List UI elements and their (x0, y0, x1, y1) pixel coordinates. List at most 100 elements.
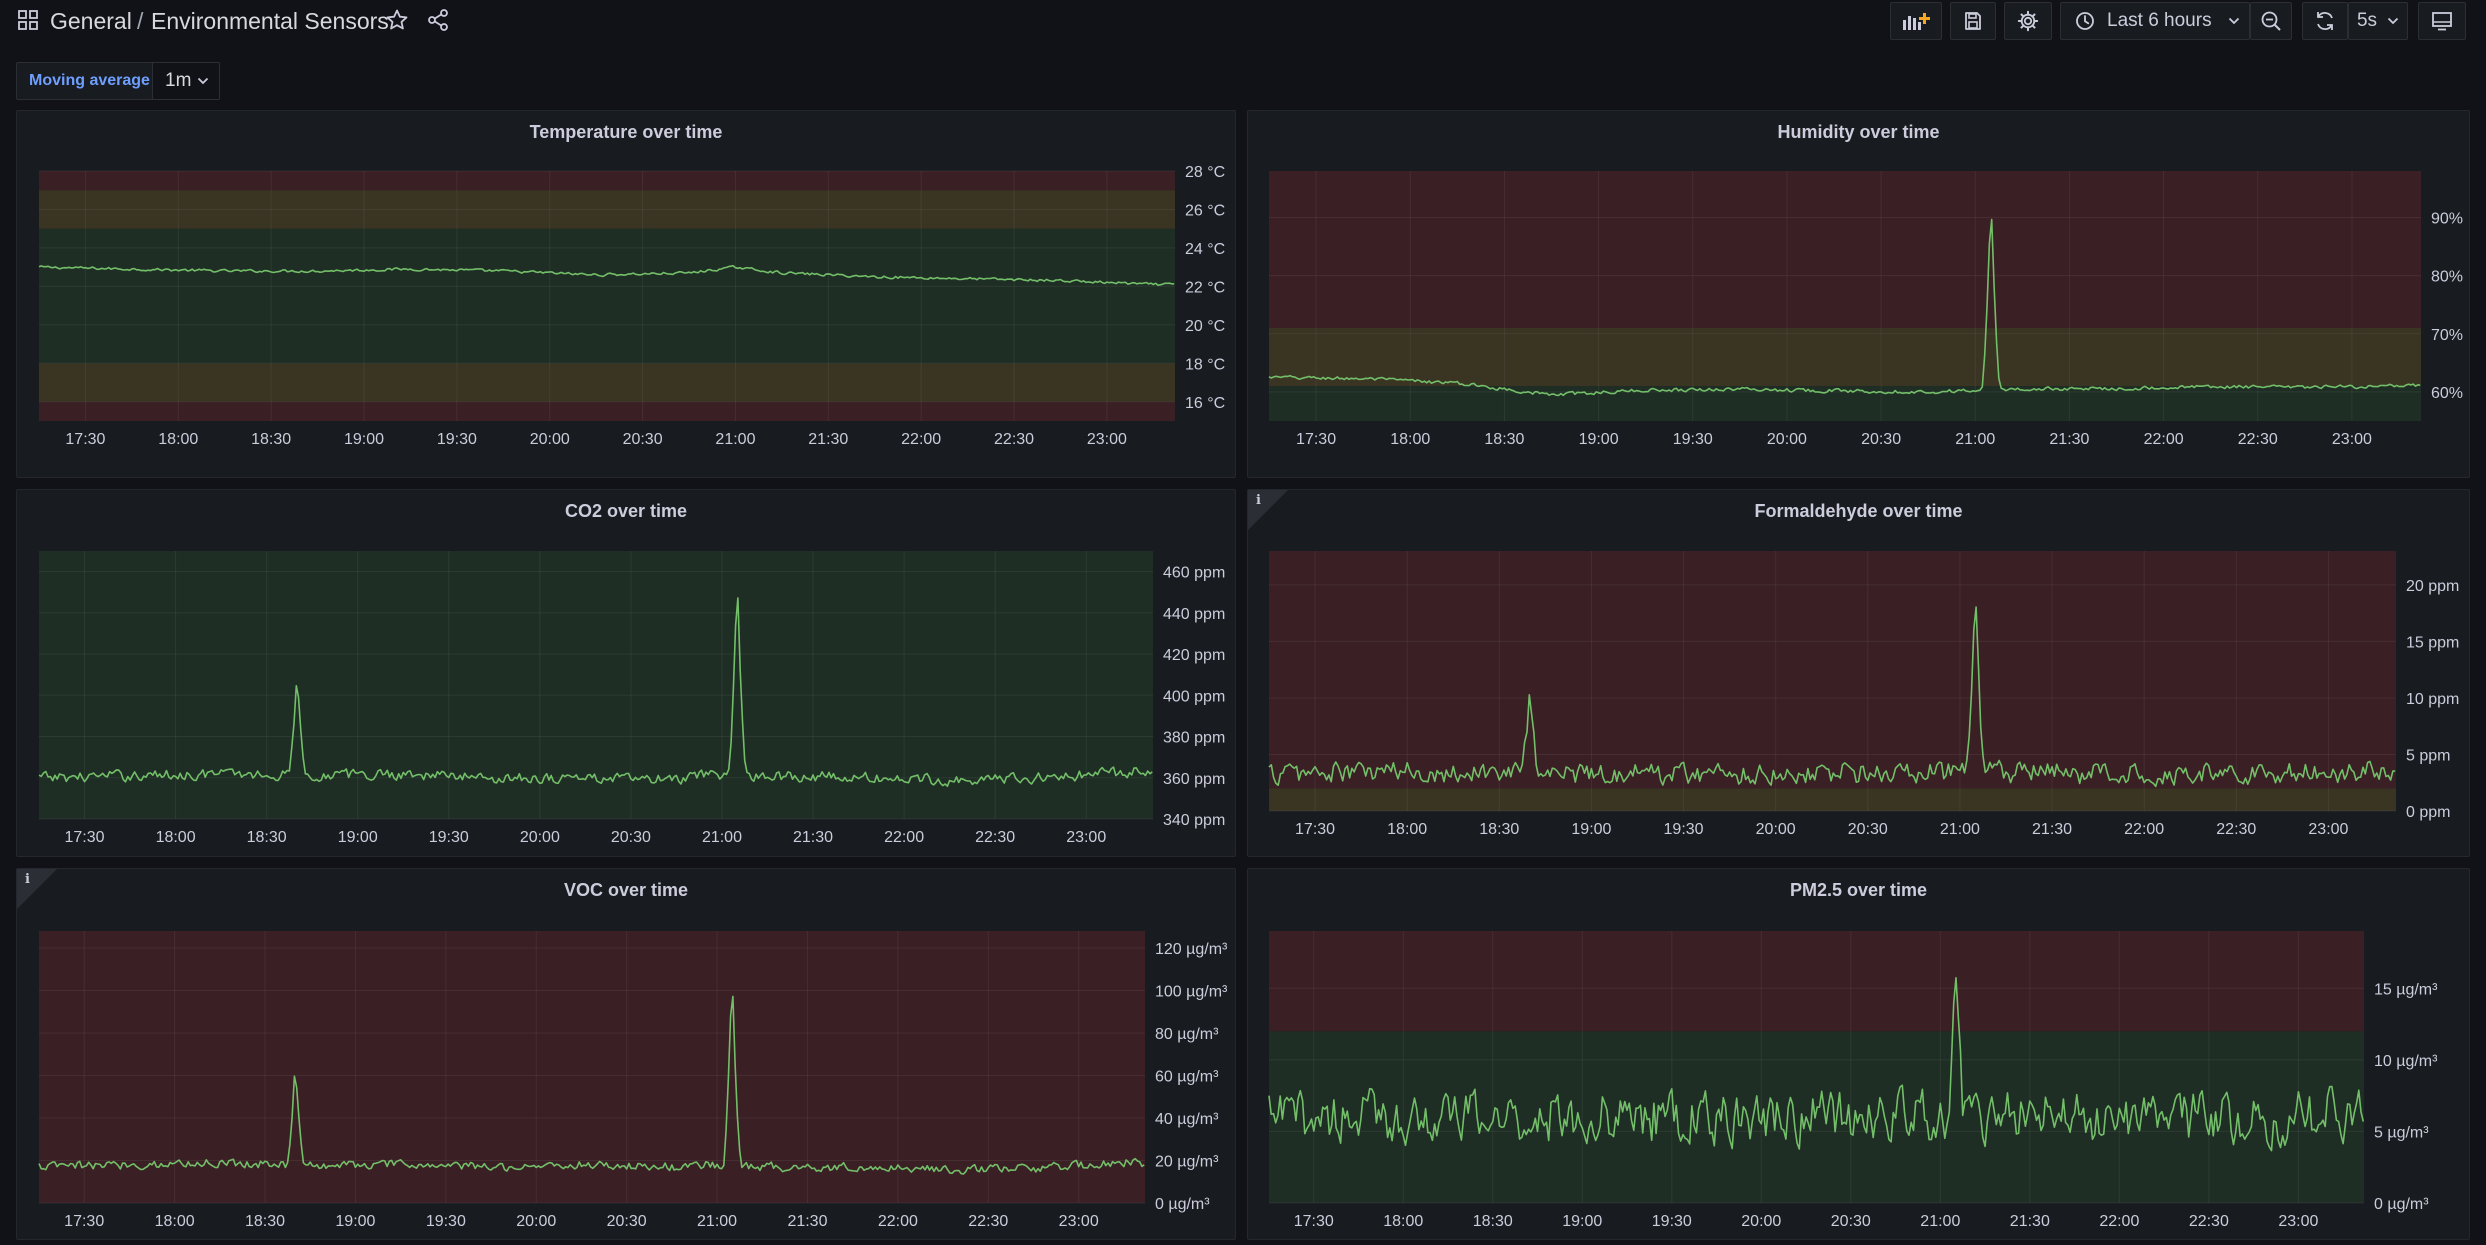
panel-title[interactable]: VOC over time (563, 880, 689, 900)
x-tick-label: 18:00 (155, 1213, 195, 1230)
x-tick-label: 17:30 (1296, 431, 1336, 448)
series-line (1268, 977, 2365, 1152)
y-tick-label: 16 °C (1185, 395, 1225, 412)
y-tick-label: 5 ppm (2406, 747, 2450, 764)
x-tick-label: 19:00 (1571, 821, 1611, 838)
x-tick-label: 22:30 (968, 1213, 1008, 1230)
info-icon[interactable]: i (25, 872, 30, 887)
x-tick-label: 19:00 (1562, 1213, 1602, 1230)
panel-title[interactable]: CO2 over time (564, 501, 688, 521)
variable-label-moving-average: Moving average (16, 62, 163, 100)
x-tick-label: 19:00 (344, 431, 384, 448)
x-tick-label: 17:30 (65, 431, 105, 448)
x-tick-label: 17:30 (64, 1213, 104, 1230)
series-line (1268, 218, 2421, 397)
x-tick-label: 18:30 (251, 431, 291, 448)
y-tick-label: 80% (2431, 269, 2463, 286)
refresh-interval-picker[interactable]: 5s (2348, 2, 2408, 40)
threshold-zone-yellow (39, 363, 1175, 402)
x-tick-label: 20:00 (520, 829, 560, 846)
threshold-zone-yellow (39, 190, 1175, 229)
x-tick-label: 21:30 (787, 1213, 827, 1230)
x-tick-label: 21:00 (697, 1213, 737, 1230)
time-range-picker[interactable]: Last 6 hours (2060, 2, 2250, 40)
y-tick-label: 40 µg/m³ (1155, 1111, 1219, 1128)
star-icon[interactable] (385, 8, 409, 32)
x-tick-label: 22:30 (2189, 1213, 2229, 1230)
x-tick-label: 19:30 (1673, 431, 1713, 448)
x-tick-label: 18:00 (1383, 1213, 1423, 1230)
panel-info-corner[interactable] (1248, 490, 1288, 530)
y-tick-label: 340 ppm (1163, 812, 1225, 829)
x-tick-label: 21:00 (715, 431, 755, 448)
x-tick-label: 18:30 (1479, 821, 1519, 838)
breadcrumb-separator: / (137, 8, 144, 34)
refresh-button[interactable] (2302, 2, 2348, 40)
humidity-chart: 60% 70% 80% 90% 17:30 18:00 18:30 19:00 19:30 20:… (1268, 171, 2463, 448)
co2-chart: 340 ppm 360 ppm 380 ppm 400 ppm 420 ppm 440 p… (38, 551, 1225, 846)
x-tick-label: 22:30 (975, 829, 1015, 846)
panel-temperature[interactable]: Temperature over time 16 °C 18 °C 20 °C 22 … (16, 110, 1236, 478)
panel-voc[interactable]: i VOC over time 0 µg/m³ 20 µg/m³ 40 µg/m³ 6… (16, 868, 1236, 1240)
breadcrumb-folder[interactable]: General (50, 8, 132, 34)
x-tick-label: 20:00 (530, 431, 570, 448)
x-tick-label: 20:30 (611, 829, 651, 846)
add-panel-icon (1903, 13, 1930, 30)
panel-info-corner[interactable] (17, 869, 57, 909)
panel-humidity[interactable]: Humidity over time 60% 70% 80% 90% 17:30 18:0… (1247, 110, 2470, 478)
gear-icon (2017, 10, 2039, 32)
zoom-out-icon (2261, 11, 2281, 31)
panel-title[interactable]: Formaldehyde over time (1754, 501, 1963, 521)
x-tick-label: 18:00 (156, 829, 196, 846)
y-tick-label: 28 °C (1185, 164, 1225, 181)
add-panel-button[interactable] (1890, 2, 1942, 40)
x-tick-label: 20:30 (607, 1213, 647, 1230)
y-tick-label: 26 °C (1185, 202, 1225, 219)
info-icon[interactable]: i (1256, 493, 1261, 508)
x-tick-label: 22:00 (884, 829, 924, 846)
panel-co2[interactable]: CO2 over time 340 ppm 360 ppm 380 ppm 400 p… (16, 489, 1236, 857)
monitor-icon (2432, 12, 2452, 31)
tv-mode-button[interactable] (2418, 2, 2466, 40)
refresh-interval-label: 5s (2356, 10, 2378, 31)
threshold-zone-red (1269, 931, 2364, 1032)
threshold-zone-red (1269, 171, 2421, 328)
x-tick-label: 19:00 (1579, 431, 1619, 448)
save-dashboard-button[interactable] (1950, 2, 1996, 40)
panel-title[interactable]: PM2.5 over time (1789, 880, 1928, 900)
zoom-out-button[interactable] (2250, 2, 2292, 40)
y-tick-label: 380 ppm (1163, 730, 1225, 747)
panel-pm25[interactable]: PM2.5 over time 0 µg/m³ 5 µg/m³ 10 µg/m³ 15… (1247, 868, 2470, 1240)
y-tick-label: 80 µg/m³ (1155, 1026, 1219, 1043)
dashboard-settings-button[interactable] (2004, 2, 2052, 40)
y-tick-label: 15 µg/m³ (2374, 981, 2438, 998)
y-tick-label: 5 µg/m³ (2374, 1124, 2429, 1141)
y-tick-label: 60 µg/m³ (1155, 1069, 1219, 1086)
threshold-zone-red (39, 931, 1145, 1203)
y-tick-label: 0 ppm (2406, 804, 2450, 821)
x-tick-label: 22:00 (2144, 431, 2184, 448)
share-icon[interactable] (426, 8, 450, 32)
y-tick-label: 24 °C (1185, 241, 1225, 258)
panel-formaldehyde[interactable]: i Formaldehyde over time 0 ppm 5 ppm 10 pp… (1247, 489, 2470, 857)
x-tick-label: 18:00 (1387, 821, 1427, 838)
formaldehyde-chart: 0 ppm 5 ppm 10 ppm 15 ppm 20 ppm 17:30 18:00 18… (1268, 551, 2459, 838)
x-tick-label: 18:00 (1390, 431, 1430, 448)
panel-title[interactable]: Humidity over time (1777, 122, 1940, 142)
panel-title[interactable]: Temperature over time (529, 122, 723, 142)
x-tick-label: 20:30 (1831, 1213, 1871, 1230)
x-tick-label: 17:30 (1294, 1213, 1334, 1230)
x-tick-label: 21:30 (2032, 821, 2072, 838)
pm25-chart: 0 µg/m³ 5 µg/m³ 10 µg/m³ 15 µg/m³ 17:30 18:00… (1268, 931, 2438, 1230)
x-tick-label: 21:00 (702, 829, 742, 846)
threshold-zone-red (1269, 551, 2396, 789)
dashboard-title[interactable]: Environmental Sensors (151, 8, 389, 34)
refresh-icon (2317, 12, 2333, 30)
y-tick-label: 0 µg/m³ (1155, 1196, 1210, 1213)
x-tick-label: 18:00 (158, 431, 198, 448)
x-tick-label: 19:00 (335, 1213, 375, 1230)
moving-average-select[interactable]: 1m (152, 62, 220, 100)
x-tick-label: 23:00 (2278, 1213, 2318, 1230)
apps-grid-icon[interactable] (18, 10, 38, 30)
x-tick-label: 21:00 (1920, 1213, 1960, 1230)
